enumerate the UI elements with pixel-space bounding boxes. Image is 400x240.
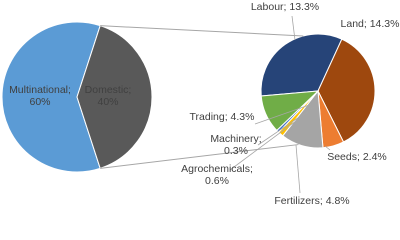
- data-label: Labour; 13.3%: [250, 1, 320, 13]
- data-label: Trading; 4.3%: [189, 111, 255, 123]
- data-label: Land; 14.3%: [340, 18, 400, 30]
- chart-canvas: [1, 15, 376, 194]
- data-label: Multinational; 60%: [9, 84, 71, 108]
- pie-slice: [260, 33, 343, 97]
- data-label: Fertilizers; 4.8%: [274, 195, 350, 207]
- leader-line: [295, 144, 301, 194]
- connector-line: [100, 144, 299, 169]
- leader-line: [229, 111, 309, 171]
- data-label: Seeds; 2.4%: [327, 151, 387, 163]
- data-label: Domestic; 40%: [84, 84, 132, 108]
- pie-slice: [317, 38, 376, 143]
- leader-line: [324, 145, 331, 151]
- data-label: Machinery; 0.3%: [210, 133, 262, 157]
- pie-slice: [76, 25, 153, 169]
- leader-line: [257, 106, 315, 146]
- connector-line: [100, 25, 304, 37]
- chart: Multinational; 60% Domestic; 40% Labour; 1…: [1, 1, 400, 207]
- pie-slice: [1, 21, 101, 173]
- leader-line: [254, 103, 313, 125]
- data-label: Agrochemicals; 0.6%: [181, 163, 253, 187]
- leader-line: [291, 15, 296, 41]
- pie-slice: [260, 90, 320, 132]
